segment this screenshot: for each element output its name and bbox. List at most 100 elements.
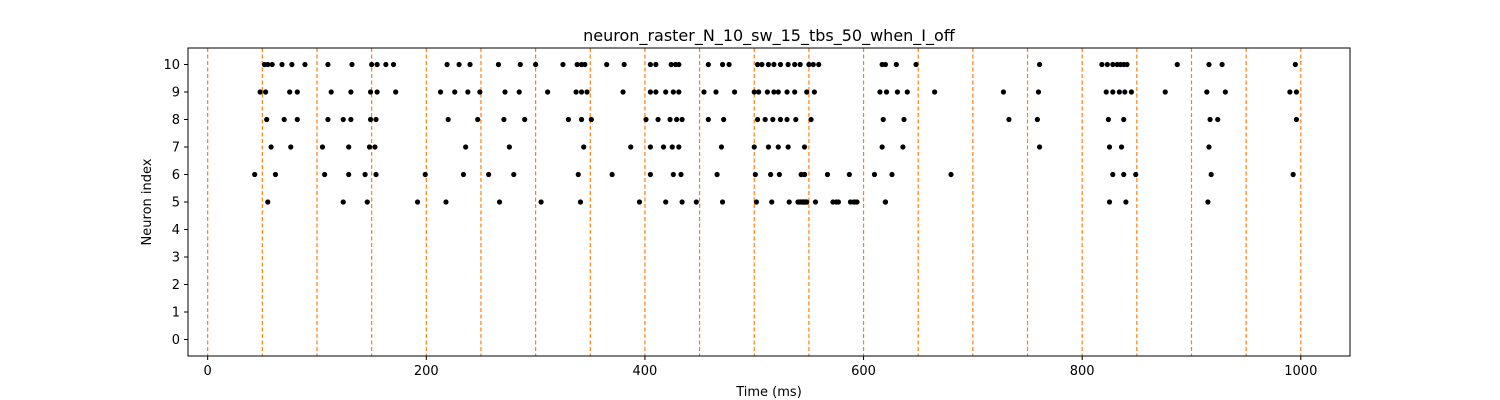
spike-n10-19 — [574, 61, 580, 68]
x-tick-label-2: 400 — [633, 364, 658, 379]
spike-n9-35 — [804, 89, 810, 95]
spike-n8-17 — [667, 116, 673, 123]
spike-n7-3 — [346, 144, 352, 150]
spike-n7-7 — [506, 144, 512, 150]
spike-n8-30 — [901, 116, 907, 123]
spike-n7-16 — [765, 144, 772, 150]
spike-n10-15 — [495, 61, 502, 68]
y-tick-label-4: 4 — [172, 223, 180, 238]
spike-n8-14 — [588, 116, 594, 123]
spike-n9-3 — [294, 89, 300, 95]
spike-n10-3 — [279, 61, 285, 68]
spike-n9-9 — [437, 89, 444, 95]
spike-n10-47 — [1036, 61, 1043, 68]
spike-n9-38 — [883, 89, 890, 95]
spike-n10-8 — [369, 61, 375, 68]
spike-n6-25 — [871, 171, 878, 178]
x-tick-label-3: 600 — [851, 364, 876, 379]
spike-n7-25 — [1206, 144, 1212, 150]
spike-n7-13 — [676, 144, 682, 150]
spike-n9-23 — [670, 89, 676, 95]
spike-n5-2 — [364, 199, 370, 205]
spike-n10-54 — [1124, 61, 1130, 68]
x-axis-ticks: 0 200 400 600 800 1000 — [204, 356, 1317, 379]
x-tick-label-4: 800 — [1070, 364, 1095, 379]
spike-n6-7 — [460, 171, 467, 178]
spike-n5-28 — [812, 199, 819, 205]
spike-n10-9 — [374, 61, 380, 68]
spike-n7-21 — [900, 144, 906, 150]
spike-n10-56 — [1206, 61, 1212, 68]
spike-n9-32 — [775, 89, 781, 95]
spike-n8-13 — [578, 116, 585, 123]
spike-n8-34 — [1121, 116, 1127, 123]
spike-n8-10 — [501, 116, 507, 123]
spike-n10-2 — [269, 61, 275, 68]
spike-n7-19 — [801, 144, 808, 150]
spike-n6-16 — [752, 171, 758, 178]
spike-n9-47 — [1122, 89, 1128, 95]
spike-n10-6 — [325, 61, 331, 68]
spike-n10-17 — [533, 61, 539, 68]
spike-n6-29 — [1121, 171, 1127, 178]
spike-n8-32 — [1034, 116, 1040, 123]
spike-n6-15 — [714, 171, 720, 178]
x-axis-label: Time (ms) — [735, 385, 802, 400]
spike-n5-39 — [1123, 199, 1129, 205]
spike-n8-7 — [373, 116, 379, 123]
spike-n10-21 — [582, 61, 588, 68]
spike-n5-4 — [443, 199, 449, 205]
spike-n8-29 — [880, 116, 886, 123]
y-axis-label: Neuron index — [140, 158, 155, 245]
y-tick-label-3: 3 — [172, 251, 180, 266]
spike-n10-31 — [726, 61, 732, 68]
spike-n6-13 — [670, 171, 676, 178]
spike-n6-28 — [1110, 171, 1116, 178]
spike-n8-16 — [655, 116, 661, 123]
spike-n8-2 — [294, 116, 300, 123]
spike-n10-23 — [621, 61, 627, 68]
spike-n9-50 — [1204, 89, 1210, 95]
spike-n8-3 — [325, 116, 331, 123]
spike-n9-13 — [502, 89, 508, 95]
y-tick-label-7: 7 — [172, 141, 180, 156]
spike-n7-15 — [751, 144, 757, 150]
spike-n10-30 — [719, 61, 726, 68]
spike-n9-25 — [701, 89, 707, 95]
spike-n9-18 — [584, 89, 590, 95]
y-tick-label-9: 9 — [172, 86, 180, 101]
spike-n9-41 — [932, 89, 938, 95]
spike-n9-1 — [263, 89, 269, 95]
spike-n6-23 — [824, 171, 831, 178]
spike-n5-12 — [719, 199, 726, 205]
spike-n10-36 — [777, 61, 784, 68]
spike-n9-20 — [647, 89, 653, 95]
spike-n5-1 — [340, 199, 346, 205]
spike-n6-11 — [609, 171, 615, 178]
spike-n5-8 — [636, 199, 643, 205]
spike-n5-40 — [1205, 199, 1211, 205]
spike-n10-38 — [792, 61, 798, 68]
spike-n8-28 — [808, 116, 814, 123]
spike-n8-27 — [793, 116, 799, 123]
spike-n9-15 — [545, 89, 551, 95]
spike-n10-11 — [390, 61, 397, 68]
spike-n9-51 — [1222, 89, 1228, 95]
spike-n5-7 — [577, 199, 584, 205]
spike-n9-48 — [1128, 89, 1134, 95]
spike-n8-25 — [777, 116, 784, 123]
spike-n5-38 — [1106, 199, 1113, 205]
spike-n7-14 — [718, 144, 725, 150]
spike-n9-39 — [894, 89, 901, 95]
spike-n9-46 — [1116, 89, 1122, 95]
spike-n10-16 — [517, 61, 523, 68]
x-tick-label-0: 0 — [204, 364, 212, 379]
spike-n5-3 — [414, 199, 421, 205]
spike-n8-12 — [565, 116, 572, 123]
spike-n9-22 — [663, 89, 669, 95]
spike-n10-4 — [289, 61, 295, 68]
spike-n10-39 — [797, 61, 803, 68]
spike-n8-8 — [445, 116, 451, 123]
y-tick-label-10: 10 — [163, 58, 180, 73]
spike-n9-12 — [477, 89, 483, 95]
